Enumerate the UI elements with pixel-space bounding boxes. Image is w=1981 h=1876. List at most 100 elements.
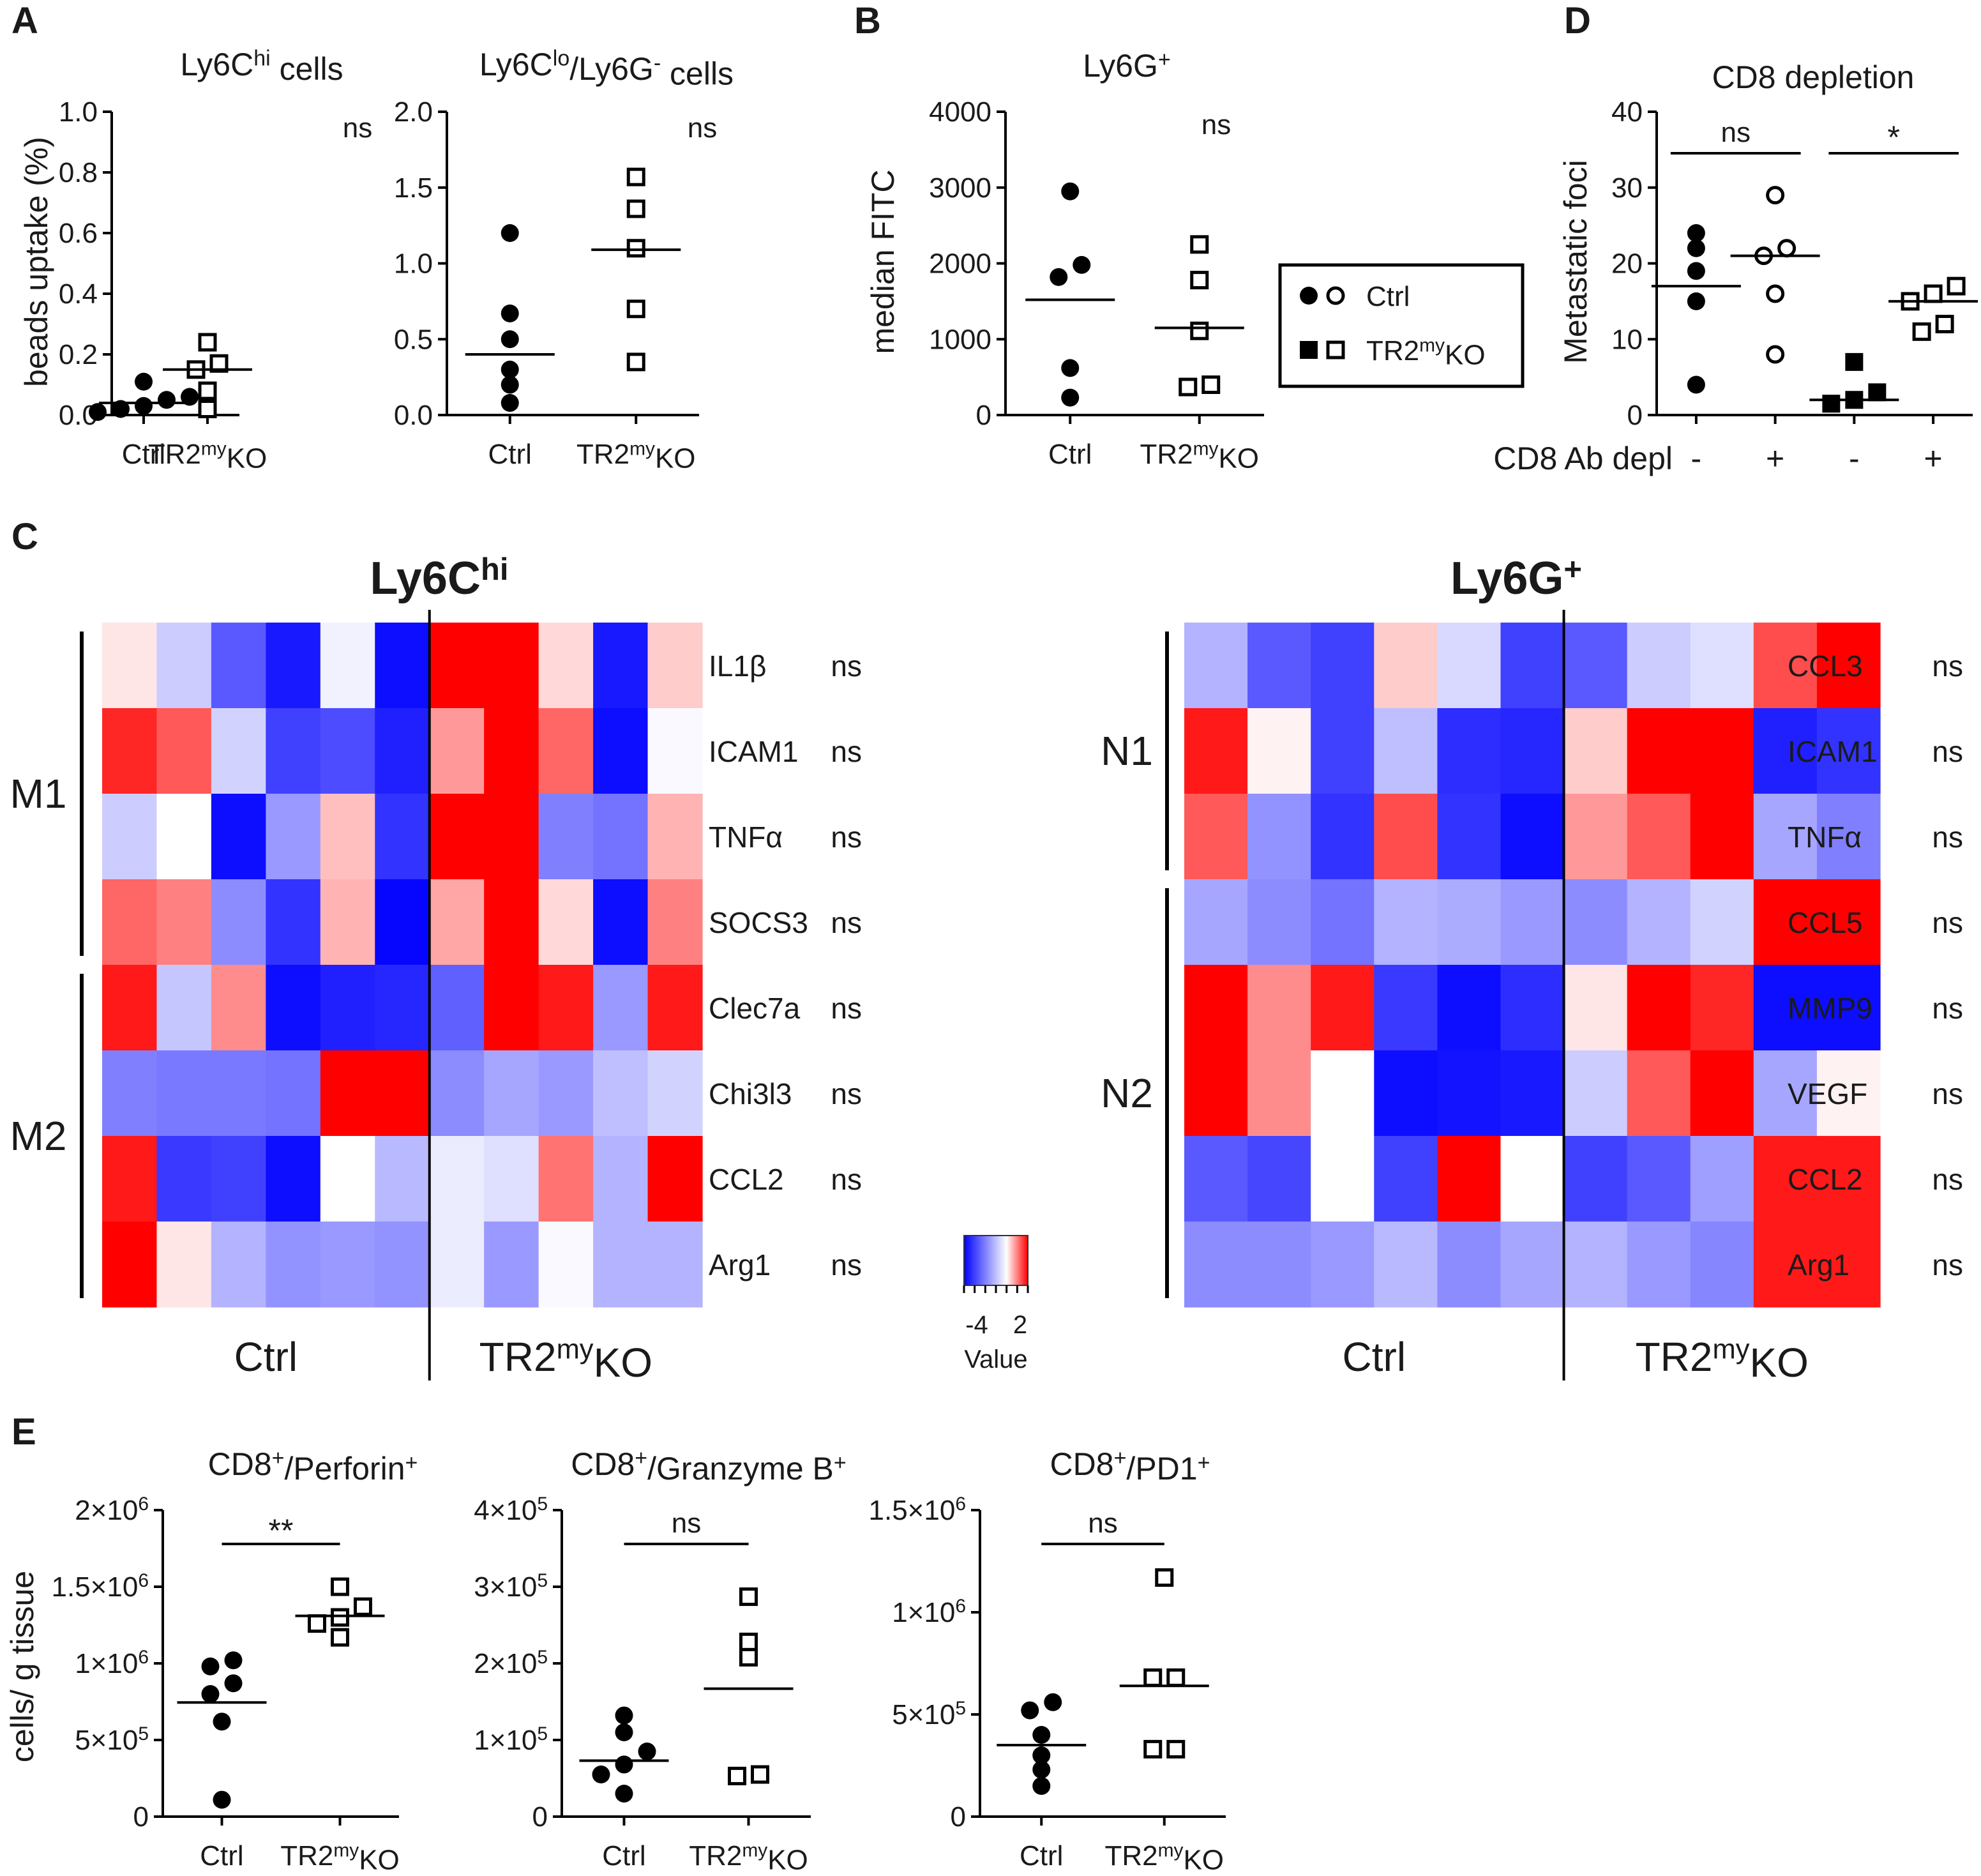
heatmap-cell (538, 965, 594, 1051)
x-tick-label-part: TR2 (280, 1840, 333, 1872)
plot-title-part: Ly6C (479, 47, 553, 82)
x-tick-label: TR2myKO (148, 439, 267, 474)
heatmap-cell (1563, 1136, 1628, 1222)
heatmap-cell (375, 965, 430, 1051)
heatmap-cell (1500, 879, 1565, 965)
gene-label: CCL2 (709, 1163, 784, 1196)
heatmap-cell (1690, 879, 1754, 965)
heatmap-title-part: hi (481, 552, 509, 587)
x-tick-label: Ctrl (488, 439, 532, 470)
tick-exponent: 5 (537, 1647, 548, 1668)
data-point (1687, 262, 1705, 280)
x-tick-label-part: my (1193, 439, 1219, 460)
data-point (1073, 255, 1091, 274)
data-point (1179, 377, 1198, 397)
data-point (1912, 322, 1931, 341)
tick-exponent: 6 (138, 1494, 149, 1515)
heatmap-cell (211, 879, 266, 965)
heatmap-cell (320, 708, 375, 794)
y-tick-label: 0.6 (59, 218, 98, 249)
heatmap-cell (102, 965, 158, 1051)
data-point (198, 400, 217, 418)
plot-e-3-group-1: TR2myKO (1104, 1568, 1224, 1875)
data-point (501, 394, 519, 412)
tick-mantissa: 1×10 (892, 1597, 955, 1628)
heatmap-cell (320, 794, 375, 880)
heatmap-cell (429, 965, 485, 1051)
heatmap-cell (211, 794, 266, 880)
heatmap-cell (320, 965, 375, 1051)
plot-title: Ly6G+ (1083, 48, 1171, 84)
plot-title: CD8 depletion (1712, 59, 1915, 95)
heatmap-cell (1374, 1136, 1438, 1222)
heatmap-cell (484, 1136, 539, 1222)
tick-mantissa: 3×10 (474, 1571, 537, 1603)
significance-label: ns (1201, 109, 1231, 140)
heatmap-cell (1500, 794, 1565, 880)
plot-b-group-0: Ctrl (1025, 182, 1115, 470)
data-point (626, 167, 645, 186)
plot-d-group-3 (1888, 276, 1978, 341)
heatmap-cell (1816, 965, 1881, 1051)
x-tick-label-part: my (629, 439, 655, 460)
gene-label: TNFα (1788, 821, 1862, 854)
tick-mantissa: 1.5×10 (52, 1571, 139, 1603)
heatmap-cell (647, 1136, 703, 1222)
plot-title: CD8+/Perforin+ (208, 1446, 418, 1487)
y-tick-label: 3000 (929, 172, 991, 204)
data-point (198, 381, 217, 400)
y-tick-label: 0.0 (394, 400, 433, 431)
plot-title-part: CD8 (1050, 1446, 1114, 1482)
y-axis-label: Metastatic foci (1558, 160, 1593, 364)
significance-label: ns (1932, 1163, 1963, 1196)
heatmap-cell (102, 1050, 158, 1137)
heatmap-cell (1311, 1222, 1375, 1308)
data-point (626, 299, 645, 319)
data-point (112, 400, 130, 418)
gene-label: ICAM1 (709, 735, 799, 768)
heatmap-cell (1500, 623, 1565, 709)
data-point (501, 330, 519, 349)
data-point (135, 397, 153, 415)
plot-e-1-group-0: Ctrl (177, 1651, 267, 1872)
y-tick-label: 1000 (929, 324, 991, 355)
heatmap-cell (1753, 1136, 1818, 1222)
heatmap-cell (538, 1050, 594, 1137)
heatmap-cell (320, 623, 375, 709)
heatmap-cell (429, 1222, 485, 1308)
heatmap-cell (1184, 1136, 1248, 1222)
heatmap-cell (375, 708, 430, 794)
heatmap-cell (593, 1050, 649, 1137)
heatmap-cell (156, 879, 212, 965)
y-tick-label: 0 (976, 400, 991, 431)
heatmap-cell (1311, 708, 1375, 794)
y-tick-label: 0 (951, 1801, 966, 1833)
heatmap-cell (266, 794, 321, 880)
plot-e-2-group-0: Ctrl (579, 1706, 669, 1872)
heatmap-2: CCL3 ns ICAM1 ns TNFα ns CCL5 ns MMP9 ns VEGF ns CCL… (1101, 552, 1963, 1386)
data-point (1687, 292, 1705, 310)
heatmap-cell (1690, 708, 1754, 794)
heatmap-cell (1311, 623, 1375, 709)
x-tick-label-part: KO (359, 1844, 400, 1875)
column-group-label-part: my (1712, 1334, 1749, 1365)
column-group-label: TR2myKO (1636, 1334, 1809, 1386)
data-point (1166, 1668, 1186, 1687)
plot-title-part: + (635, 1446, 647, 1471)
y-tick-label: 2000 (929, 248, 991, 280)
panel-letter-e: E (11, 1411, 36, 1453)
heatmap-cell (1753, 879, 1818, 965)
heatmap-cell (1500, 1136, 1565, 1222)
data-point (1924, 284, 1943, 303)
plot-b: 0 1000 2000 3000 4000 Ctrl TR2myKO Ly6G+ ns media… (865, 48, 1264, 474)
gene-label: SOCS3 (709, 906, 808, 939)
y-tick-label: 40 (1611, 96, 1643, 128)
heatmap-cell (211, 1136, 266, 1222)
heatmap-cell (1184, 623, 1248, 709)
heatmap-cell (484, 1050, 539, 1137)
data-point (501, 224, 519, 242)
tick-mantissa: 2×10 (474, 1648, 537, 1679)
plot-title: CD8+/PD1+ (1050, 1446, 1210, 1487)
heatmap-cell (266, 1222, 321, 1308)
